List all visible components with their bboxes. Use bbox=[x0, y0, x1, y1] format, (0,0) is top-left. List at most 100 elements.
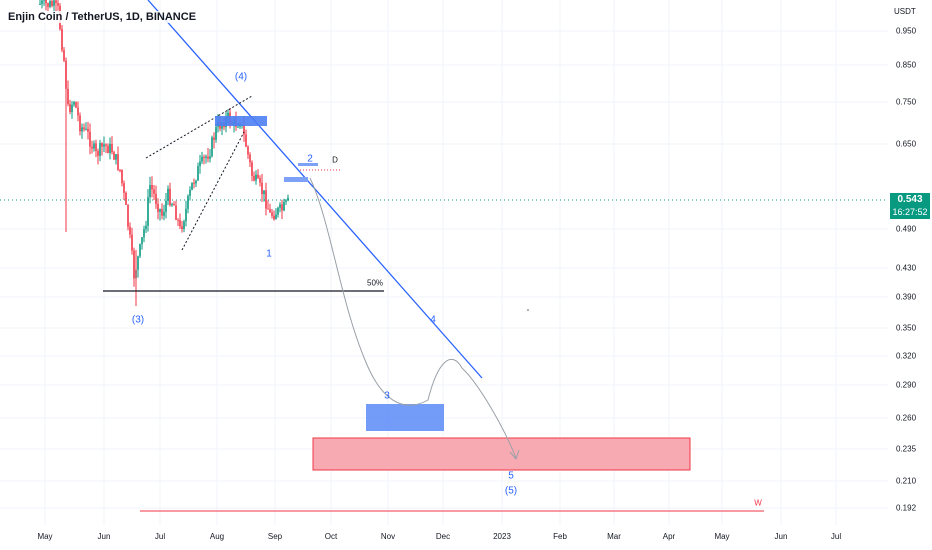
fib-50-label: 50% bbox=[366, 278, 384, 288]
y-tick-label: 0.260 bbox=[896, 413, 917, 423]
resistance-zone[interactable] bbox=[215, 116, 267, 126]
candle-body bbox=[209, 156, 211, 159]
candle-body bbox=[247, 146, 249, 155]
candle-body bbox=[77, 107, 79, 116]
candle-body bbox=[197, 166, 199, 181]
candle-body bbox=[93, 143, 95, 149]
candle-body bbox=[263, 190, 265, 195]
candle-body bbox=[71, 104, 73, 113]
candle-body bbox=[277, 207, 279, 215]
candle-body bbox=[143, 229, 145, 238]
candle-body bbox=[125, 192, 127, 205]
candle-body bbox=[89, 131, 91, 147]
x-tick-label: Dec bbox=[435, 532, 451, 541]
wedge-lower-line[interactable] bbox=[181, 131, 245, 251]
wave-label-a4: 4 bbox=[430, 314, 436, 326]
y-tick-label: 0.192 bbox=[896, 503, 917, 513]
candle-body bbox=[173, 204, 175, 206]
candle-body bbox=[259, 178, 261, 183]
last-price-value: 0.543 bbox=[897, 194, 923, 205]
candle-body bbox=[119, 169, 121, 171]
drawings bbox=[0, 0, 888, 512]
candle-body bbox=[79, 115, 81, 132]
candle-body bbox=[285, 200, 287, 202]
candle-body bbox=[113, 152, 115, 160]
target-box-small bbox=[284, 177, 308, 182]
candle-body bbox=[55, 0, 57, 4]
bar-countdown: 16:27:52 bbox=[892, 207, 928, 217]
y-tick-label: 0.210 bbox=[896, 476, 917, 486]
candle-body bbox=[287, 197, 289, 201]
candle-body bbox=[111, 143, 113, 153]
candle-body bbox=[203, 156, 205, 158]
candle-body bbox=[39, 3, 41, 5]
candle-body bbox=[157, 204, 159, 212]
candle-body bbox=[207, 156, 209, 159]
candle-body bbox=[265, 190, 267, 209]
candle-body bbox=[117, 154, 119, 170]
candle-body bbox=[139, 244, 141, 257]
candle-body bbox=[97, 151, 99, 156]
currency-label: USDT bbox=[894, 7, 916, 16]
candle-body bbox=[239, 125, 241, 127]
candle-body bbox=[83, 127, 85, 130]
candle-body bbox=[95, 143, 97, 152]
projection-arrowhead bbox=[509, 449, 520, 460]
wave-label-a5: 5 bbox=[508, 470, 514, 482]
candle-body bbox=[43, 0, 45, 1]
wave3-zone[interactable] bbox=[366, 404, 444, 431]
x-tick-label: Sep bbox=[267, 532, 283, 541]
candle-body bbox=[149, 184, 151, 198]
candle-body bbox=[171, 204, 173, 206]
candle-body bbox=[169, 188, 171, 206]
wave-label-4-paren: (4) bbox=[234, 71, 248, 83]
y-tick-label: 0.650 bbox=[896, 139, 917, 149]
candle-body bbox=[101, 143, 103, 147]
candle-body bbox=[49, 1, 51, 7]
candle-body bbox=[227, 112, 229, 118]
x-tick-label: May bbox=[37, 532, 53, 541]
candle-body bbox=[179, 220, 181, 227]
candle-body bbox=[75, 102, 77, 108]
candle-body bbox=[215, 126, 217, 140]
candle-body bbox=[87, 128, 89, 132]
y-tick-label: 0.290 bbox=[896, 380, 917, 390]
candle-body bbox=[73, 102, 75, 105]
x-tick-label: Apr bbox=[662, 532, 676, 541]
wedge-upper-line[interactable] bbox=[145, 95, 253, 159]
candle-body bbox=[185, 208, 187, 222]
x-tick-label: Jun bbox=[97, 532, 111, 541]
candle-body bbox=[199, 161, 201, 167]
chart-title: Enjin Coin / TetherUS, 1D, BINANCE bbox=[6, 11, 199, 23]
candle-body bbox=[279, 204, 281, 208]
candle-body bbox=[51, 1, 53, 6]
candle-body bbox=[275, 214, 277, 220]
candle-body bbox=[191, 182, 193, 190]
candle-body bbox=[163, 211, 165, 216]
candle-body bbox=[137, 256, 139, 270]
candle-body bbox=[99, 143, 101, 156]
candle-body bbox=[57, 3, 59, 6]
candle-body bbox=[85, 128, 87, 130]
candle-body bbox=[167, 188, 169, 201]
x-tick-label: Jul bbox=[830, 532, 842, 541]
x-tick-label: Mar bbox=[607, 532, 621, 541]
x-tick-label: 2023 bbox=[493, 532, 511, 541]
candle-body bbox=[269, 209, 271, 213]
y-tick-label: 0.850 bbox=[896, 60, 917, 70]
wave-label-w: W bbox=[754, 498, 762, 508]
candle-body bbox=[45, 0, 47, 4]
candle-body bbox=[271, 212, 273, 216]
candle-body bbox=[151, 184, 153, 190]
candle-body bbox=[67, 88, 69, 105]
candle-body bbox=[211, 137, 213, 157]
y-tick-label: 0.950 bbox=[896, 26, 917, 36]
candle-body bbox=[153, 189, 155, 194]
candle-body bbox=[251, 162, 253, 176]
candle-body bbox=[249, 154, 251, 163]
target-zone[interactable] bbox=[312, 437, 691, 471]
candle-body bbox=[261, 182, 263, 195]
candle-body bbox=[105, 144, 107, 146]
candle-body bbox=[255, 174, 257, 181]
